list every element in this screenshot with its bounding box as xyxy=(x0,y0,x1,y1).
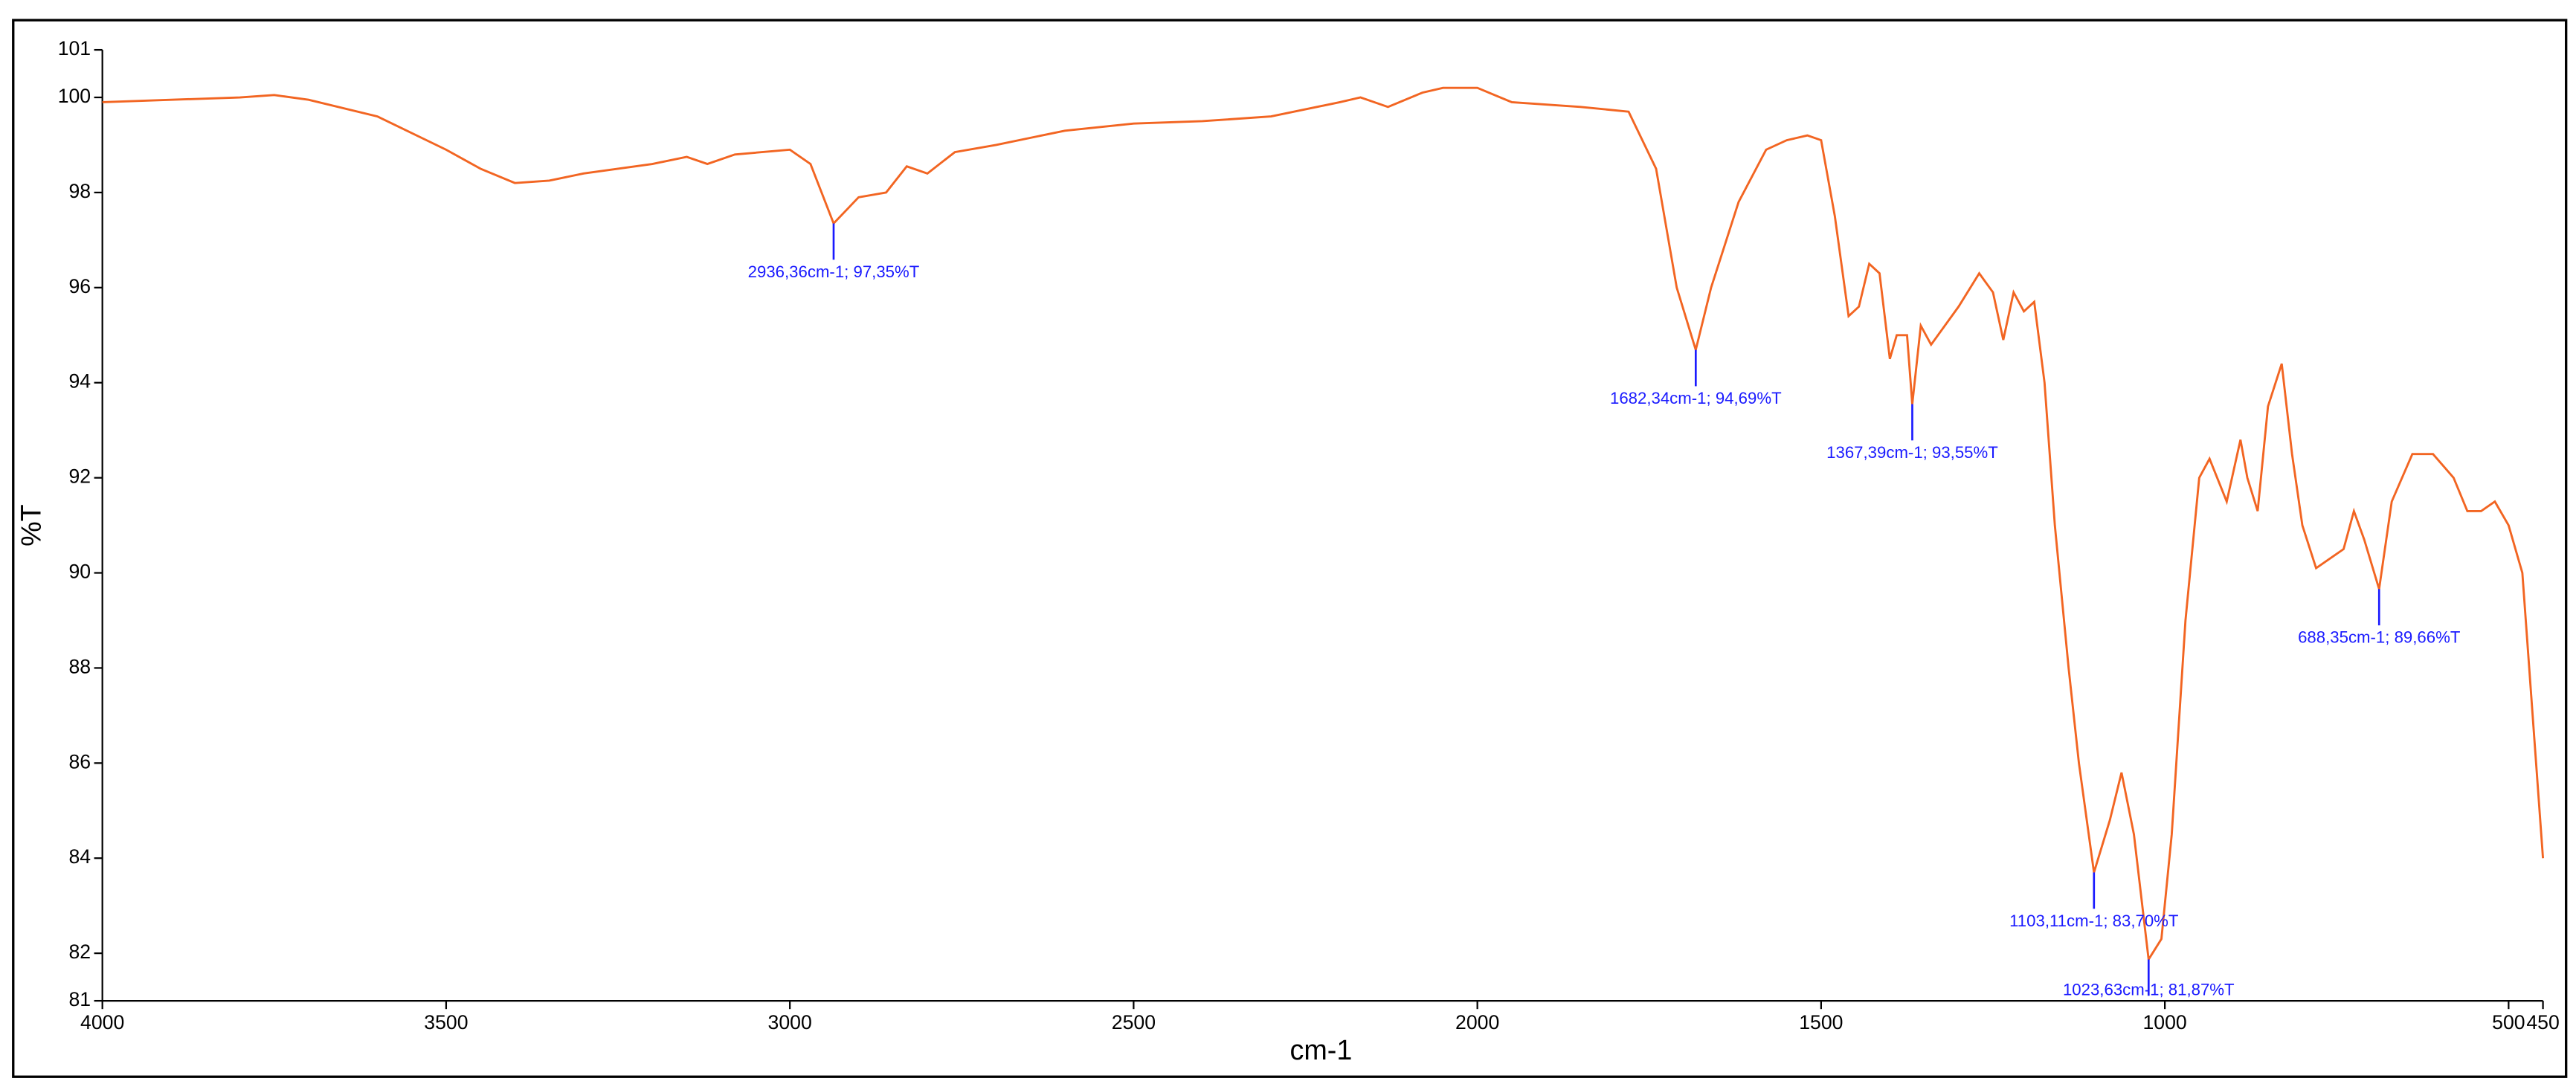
y-tick-label: 96 xyxy=(69,275,91,297)
spectrum-line xyxy=(102,86,2545,963)
peak-label: 2936,36cm-1; 97,35%T xyxy=(748,262,920,281)
frame xyxy=(12,19,2568,1078)
peak-label: 1682,34cm-1; 94,69%T xyxy=(1610,389,1782,407)
x-tick-label: 3500 xyxy=(424,1011,468,1033)
x-tick-label: 2500 xyxy=(1112,1011,1156,1033)
peak-label: 1023,63cm-1; 81,87%T xyxy=(2063,981,2235,999)
x-axis-label: cm-1 xyxy=(1289,1034,1352,1065)
peak-label: 1367,39cm-1; 93,55%T xyxy=(1826,443,1998,462)
y-tick-label: 94 xyxy=(69,370,91,393)
x-tick-label: 3000 xyxy=(768,1011,812,1033)
x-tick-label: 450 xyxy=(2526,1011,2559,1033)
x-tick-label: 4000 xyxy=(80,1011,124,1033)
y-axis-label: %T xyxy=(15,504,46,546)
y-tick-label: 82 xyxy=(69,941,91,963)
y-tick-label: 84 xyxy=(69,845,91,868)
peak-label: 688,35cm-1; 89,66%T xyxy=(2298,628,2461,647)
peak-label: 1103,11cm-1; 83,70%T xyxy=(2009,912,2179,930)
y-tick-label: 100 xyxy=(58,85,91,107)
y-tick-label: 92 xyxy=(69,465,91,488)
x-tick-label: 500 xyxy=(2492,1011,2525,1033)
y-tick-label: 98 xyxy=(69,180,91,202)
x-tick-label: 1000 xyxy=(2143,1011,2187,1033)
y-tick-label: 90 xyxy=(69,561,91,583)
x-tick-label: 2000 xyxy=(1455,1011,1499,1033)
y-tick-label: 81 xyxy=(69,988,91,1010)
y-tick-label: 101 xyxy=(58,37,91,59)
y-tick-label: 86 xyxy=(69,750,91,772)
y-tick-label: 88 xyxy=(69,655,91,677)
x-tick-label: 1500 xyxy=(1799,1011,1843,1033)
